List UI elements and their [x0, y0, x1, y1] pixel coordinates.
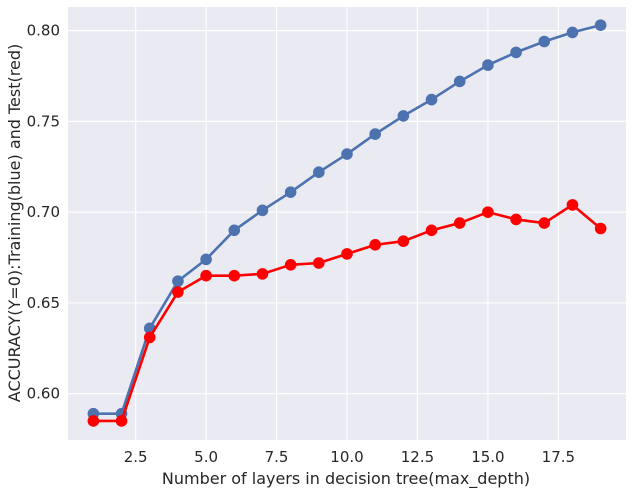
y-tick-label: 0.70: [27, 203, 60, 221]
x-tick-label: 5.0: [194, 448, 218, 466]
data-point: [228, 224, 241, 237]
data-point: [256, 204, 269, 217]
data-point: [284, 259, 297, 271]
y-axis-label: ACCURACY(Y=0):Training(blue) and Test(re…: [5, 44, 24, 402]
data-point: [172, 275, 184, 287]
data-point: [425, 224, 438, 237]
data-point: [453, 75, 466, 88]
data-point: [200, 253, 212, 266]
data-point: [228, 269, 241, 282]
series-1: [87, 199, 607, 427]
data-point: [284, 186, 297, 198]
data-point: [566, 26, 579, 39]
data-point: [341, 148, 353, 160]
data-point: [538, 217, 551, 229]
x-tick-label: 17.5: [542, 448, 575, 466]
grid-lines: [68, 7, 626, 440]
y-tick-label: 0.75: [27, 112, 60, 130]
x-tick-label: 15.0: [471, 448, 504, 466]
data-point: [87, 415, 100, 427]
data-point: [369, 239, 381, 251]
data-point: [594, 19, 607, 31]
data-point: [397, 110, 410, 122]
series-layer: [87, 19, 607, 427]
data-point: [453, 217, 466, 229]
x-tick-label: 7.5: [265, 448, 289, 466]
data-point: [482, 59, 494, 71]
y-tick-label: 0.80: [27, 22, 60, 40]
x-tick-label: 12.5: [401, 448, 434, 466]
data-point: [594, 222, 607, 235]
data-point: [256, 268, 269, 280]
data-point: [115, 415, 128, 427]
data-point: [397, 235, 410, 247]
data-point: [425, 93, 438, 106]
y-tick-label: 0.60: [27, 385, 60, 403]
data-point: [482, 206, 494, 218]
data-point: [369, 128, 381, 140]
x-tick-labels: 2.5 5.0 7.5 10.0 12.5 15.0 17.5: [124, 448, 575, 466]
data-point: [566, 199, 579, 211]
data-point: [172, 286, 184, 298]
y-tick-labels: 0.60 0.65 0.70 0.75 0.80: [27, 22, 60, 403]
data-point: [510, 46, 522, 59]
data-point: [313, 166, 325, 179]
x-tick-label: 2.5: [124, 448, 148, 466]
data-point: [510, 213, 522, 226]
x-tick-label: 10.0: [330, 448, 363, 466]
data-point: [313, 257, 325, 269]
data-point: [341, 248, 353, 260]
data-point: [200, 269, 212, 282]
data-point: [538, 35, 551, 48]
y-tick-label: 0.65: [27, 294, 60, 312]
x-axis-label: Number of layers in decision tree(max_de…: [162, 469, 530, 489]
data-point: [143, 331, 156, 344]
